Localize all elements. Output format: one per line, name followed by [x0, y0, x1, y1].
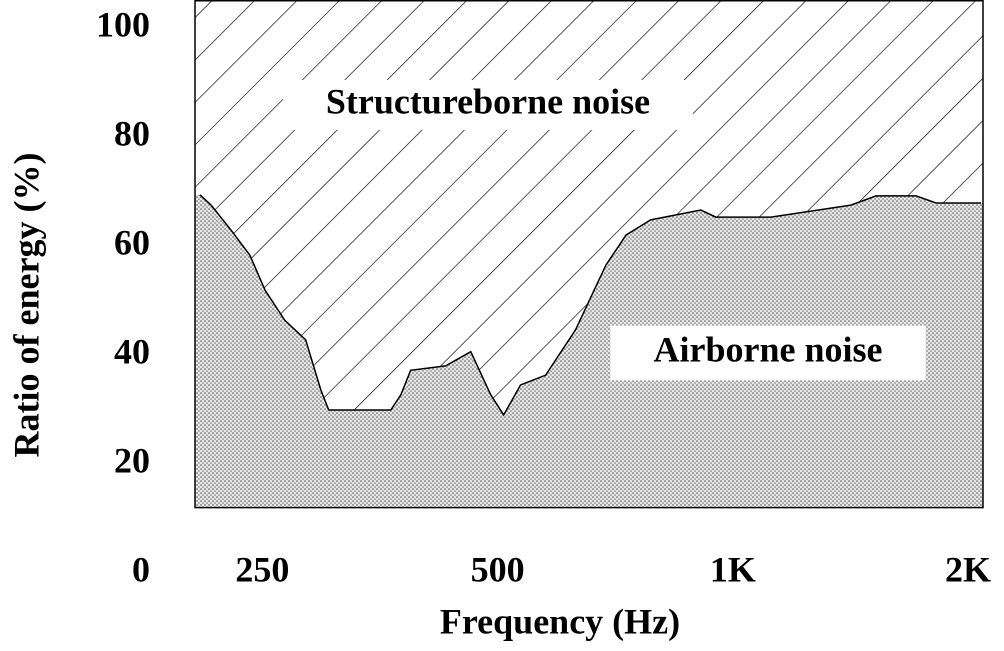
y-tick-label: 0 [132, 549, 150, 589]
x-axis-title: Frequency (Hz) [440, 601, 680, 641]
x-tick-label: 2K [945, 549, 991, 589]
y-tick-label: 100 [96, 4, 150, 44]
y-axis-title: Ratio of energy (%) [6, 153, 46, 458]
y-tick-label: 40 [114, 331, 150, 371]
x-tick-label: 500 [471, 549, 525, 589]
annotation: Structureborne noise [326, 81, 650, 121]
label-box [610, 325, 926, 381]
x-tick-label: 1K [710, 549, 756, 589]
label-box [283, 80, 693, 130]
plot-frame [194, 0, 984, 509]
area [195, 194, 983, 508]
y-tick-label: 20 [114, 440, 150, 480]
y-tick-label: 60 [114, 222, 150, 262]
x-tick-label: 250 [235, 549, 289, 589]
area-edge [199, 194, 982, 417]
series-label: Airborne noise [654, 329, 883, 369]
y-tick-label: 80 [114, 113, 150, 153]
